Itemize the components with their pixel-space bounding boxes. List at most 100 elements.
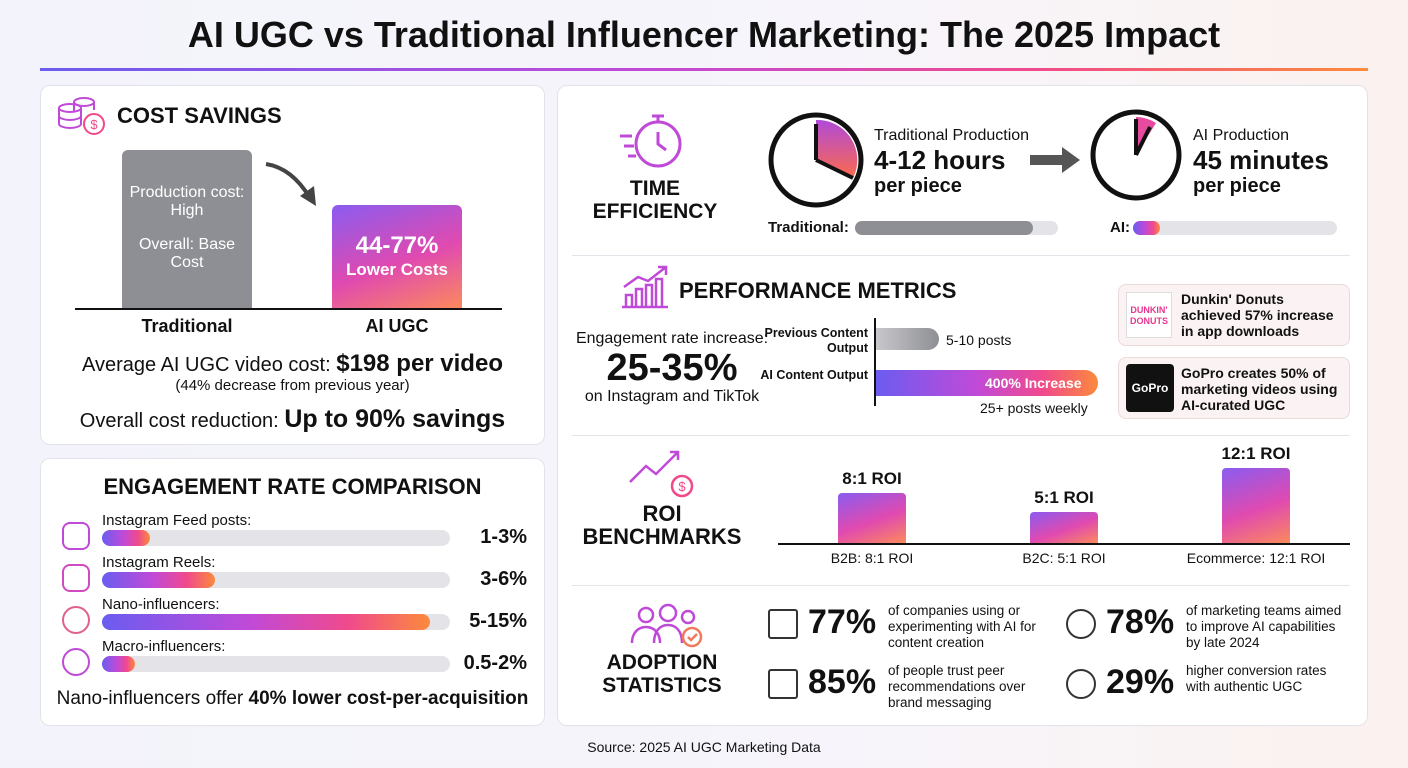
bar-label: Traditional [141, 316, 233, 336]
row-fill [102, 530, 150, 546]
roi-value-label: 8:1 ROI [842, 469, 902, 488]
row-label: Instagram Feed posts: [102, 512, 252, 529]
time-track [855, 221, 1058, 235]
row-label: Macro-influencers: [102, 638, 226, 655]
chart-icon [622, 265, 668, 309]
metric-value: 25-35% [606, 347, 738, 389]
bar-value: 400% Increase [985, 375, 1082, 391]
stat-text: of people trust peer recommendations ove… [888, 663, 1026, 710]
time-label: Traditional Production [874, 127, 1030, 144]
bar-text: 44-77% [355, 232, 439, 259]
engagement-panel [40, 458, 545, 726]
section-title: ENGAGEMENT RATE COMPARISON [103, 474, 482, 499]
bar-text: Overall: Base Cost [138, 236, 236, 271]
roi-bar [838, 493, 906, 543]
row-icon [62, 522, 90, 550]
section-title: ROI BENCHMARKS [582, 501, 742, 549]
time-value: 45 minutes [1193, 145, 1329, 175]
bar-label: AI: [1110, 219, 1130, 236]
metric-label: Engagement rate increase: [575, 330, 769, 347]
roi-category: Ecommerce: 12:1 ROI [1186, 550, 1326, 566]
metric-note: on Instagram and TikTok [584, 388, 760, 405]
bar-note: 25+ posts weekly [980, 400, 1088, 416]
roi-category: B2B: 8:1 ROI [830, 550, 914, 566]
row-track [102, 530, 450, 546]
row-value: 0.5-2% [463, 652, 527, 674]
section-title: PERFORMANCE METRICS [679, 278, 957, 303]
bar-value: 5-10 posts [946, 332, 1012, 348]
source: Source: 2025 AI UGC Marketing Data [587, 739, 821, 755]
roi-bar [1222, 468, 1290, 543]
people-icon [630, 603, 703, 648]
clock [1090, 109, 1182, 201]
brand-logo: GoPro [1126, 364, 1174, 412]
divider [572, 435, 1350, 436]
stat-text: of marketing teams aimed to improve AI c… [1186, 603, 1342, 650]
row-track [102, 572, 450, 588]
axis [778, 543, 1350, 545]
avg-cost: Average AI UGC video cost: $198 per vide… [40, 350, 545, 378]
stat-icon [1066, 609, 1096, 639]
arrow [265, 162, 316, 206]
row-track [102, 614, 450, 630]
engagement-note: Nano-influencers offer 40% lower cost-pe… [40, 688, 545, 710]
section-title: TIME EFFICIENCY [592, 177, 718, 223]
row-label: Nano-influencers: [102, 596, 220, 613]
time-unit: per piece [874, 175, 962, 197]
axis [874, 318, 876, 406]
row-icon [62, 606, 90, 634]
time-value: 4-12 hours [874, 145, 1006, 175]
row-icon [62, 648, 90, 676]
row-fill [102, 614, 430, 630]
stat-text: higher conversion rates with authentic U… [1186, 663, 1327, 694]
reduction-value: Up to 90% savings [284, 405, 506, 433]
stat-value: 78% [1106, 603, 1175, 641]
section-title: COST SAVINGS [117, 103, 282, 128]
time-fill [855, 221, 1033, 235]
bar-label: Previous Content Output [764, 326, 869, 355]
brand-logo: DUNKIN' DONUTS [1126, 292, 1172, 338]
row-fill [102, 572, 215, 588]
stat-value: 77% [808, 603, 877, 641]
row-value: 5-15% [469, 610, 527, 632]
title-rule [40, 68, 1368, 71]
time-track [1133, 221, 1337, 235]
bar-text: Production cost: High [129, 184, 245, 219]
bar-label: AI UGC [365, 316, 429, 336]
time-unit: per piece [1193, 175, 1281, 197]
stopwatch-icon [620, 114, 682, 168]
note-text: Nano-influencers offer [56, 688, 244, 709]
avg-note: (44% decrease from previous year) [175, 377, 410, 394]
row-icon [62, 564, 90, 592]
arrow [1030, 147, 1080, 173]
page-title: AI UGC vs Traditional Influencer Marketi… [187, 14, 1221, 55]
svg-text:$: $ [678, 479, 686, 494]
stat-value: 85% [808, 663, 877, 701]
traditional-bar [122, 150, 252, 308]
avg-cost-value: $198 per video [336, 350, 503, 377]
ai-bar [332, 205, 462, 308]
bar-label: AI Content Output [760, 368, 868, 382]
output-bar [876, 370, 1098, 396]
time-label: AI Production [1193, 127, 1290, 144]
bar-text: Lower Costs [345, 260, 449, 279]
roi-category: B2C: 5:1 ROI [1022, 550, 1106, 566]
stat-icon [768, 609, 798, 639]
case-text: GoPro creates 50% of marketing videos us… [1181, 365, 1338, 413]
avg-cost-text: Average AI UGC video cost: [82, 354, 331, 376]
roi-icon: $ [629, 450, 694, 498]
svg-text:$: $ [90, 117, 98, 132]
time-fill [1133, 221, 1160, 235]
roi-bar [1030, 511, 1098, 543]
case-text: Dunkin' Donuts achieved 57% increase in … [1181, 291, 1334, 339]
row-label: Instagram Reels: [102, 554, 216, 571]
bar-label: Traditional: [768, 219, 849, 236]
coins-icon: $ [58, 97, 105, 135]
section-title: ADOPTION STATISTICS [602, 651, 722, 697]
reduction-text: Overall cost reduction: [79, 410, 279, 432]
stat-text: of companies using or experimenting with… [888, 603, 1036, 650]
roi-value-label: 12:1 ROI [1221, 444, 1291, 463]
stat-value: 29% [1106, 663, 1175, 701]
note-value: 40% lower cost-per-acquisition [248, 688, 529, 709]
